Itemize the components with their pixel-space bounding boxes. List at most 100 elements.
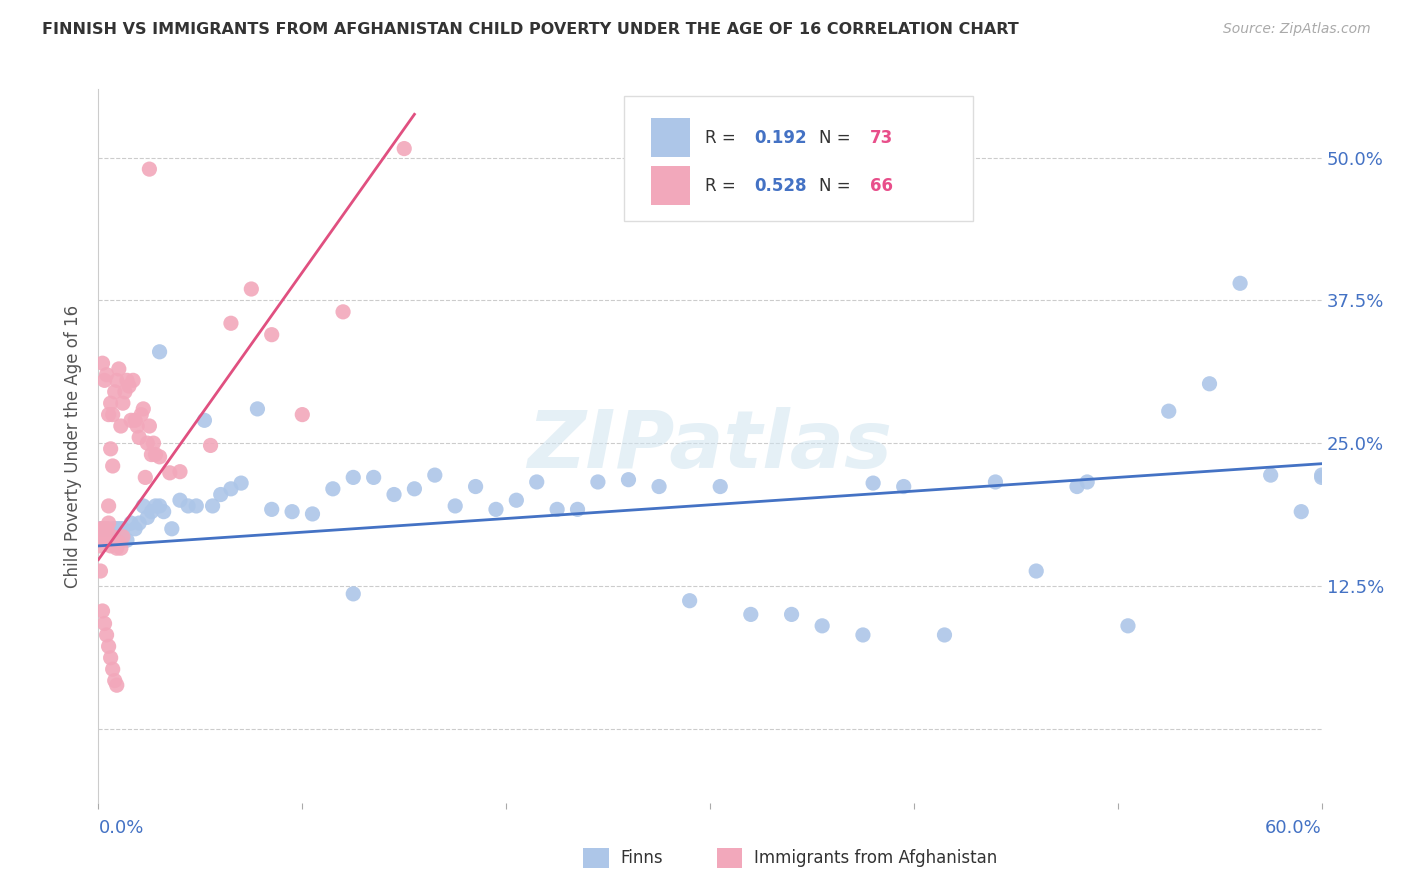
Point bbox=[679, 593, 702, 607]
Point bbox=[104, 673, 127, 688]
Point bbox=[893, 479, 915, 493]
Text: Immigrants from Afghanistan: Immigrants from Afghanistan bbox=[754, 849, 997, 867]
Point bbox=[1260, 468, 1282, 483]
Point bbox=[984, 475, 1007, 489]
Point bbox=[111, 396, 134, 410]
Point bbox=[127, 419, 149, 434]
Point bbox=[1076, 475, 1098, 489]
Point bbox=[91, 533, 114, 548]
Point bbox=[115, 373, 138, 387]
Point bbox=[740, 607, 762, 622]
Point bbox=[118, 379, 141, 393]
Point bbox=[128, 430, 150, 444]
Point bbox=[104, 522, 127, 536]
Point bbox=[260, 502, 283, 516]
Point bbox=[1291, 505, 1313, 519]
Point bbox=[110, 419, 132, 434]
Text: 66: 66 bbox=[870, 177, 893, 194]
Text: 0.0%: 0.0% bbox=[98, 819, 143, 837]
Point bbox=[138, 419, 160, 434]
Point bbox=[115, 533, 138, 548]
Point bbox=[136, 510, 159, 524]
Point bbox=[124, 413, 146, 427]
Point bbox=[149, 499, 172, 513]
Point bbox=[89, 522, 111, 536]
Point bbox=[93, 522, 115, 536]
Point bbox=[1198, 376, 1220, 391]
Point bbox=[124, 522, 146, 536]
Point bbox=[132, 401, 155, 416]
Point bbox=[200, 438, 222, 452]
Point bbox=[141, 448, 163, 462]
Point bbox=[811, 619, 834, 633]
Point bbox=[145, 448, 167, 462]
Point bbox=[586, 475, 609, 489]
Point bbox=[120, 516, 142, 530]
Point bbox=[567, 502, 589, 516]
Point bbox=[709, 479, 731, 493]
Point bbox=[160, 522, 183, 536]
Point bbox=[159, 466, 181, 480]
Point bbox=[193, 413, 215, 427]
Point bbox=[96, 522, 118, 536]
Point bbox=[149, 450, 172, 464]
Point bbox=[332, 305, 354, 319]
Point bbox=[105, 522, 128, 536]
Y-axis label: Child Poverty Under the Age of 16: Child Poverty Under the Age of 16 bbox=[65, 304, 83, 588]
Text: ZIPatlas: ZIPatlas bbox=[527, 407, 893, 485]
Point bbox=[322, 482, 344, 496]
Point bbox=[111, 522, 134, 536]
Point bbox=[134, 470, 156, 484]
Point bbox=[464, 479, 486, 493]
Point bbox=[260, 327, 283, 342]
Point bbox=[136, 436, 159, 450]
Point bbox=[1025, 564, 1047, 578]
Point bbox=[93, 373, 115, 387]
Point bbox=[169, 465, 191, 479]
Point bbox=[129, 408, 152, 422]
Bar bbox=[651, 118, 690, 157]
Text: R =: R = bbox=[706, 177, 741, 194]
Point bbox=[138, 162, 160, 177]
Bar bbox=[651, 166, 690, 205]
Point bbox=[100, 442, 122, 456]
Point bbox=[93, 522, 115, 536]
Point bbox=[219, 316, 242, 330]
Point bbox=[101, 408, 124, 422]
Point bbox=[101, 522, 124, 536]
Point bbox=[382, 487, 405, 501]
Point bbox=[1157, 404, 1180, 418]
Point bbox=[96, 368, 118, 382]
Point bbox=[101, 530, 124, 544]
Point bbox=[1116, 619, 1139, 633]
Point bbox=[363, 470, 385, 484]
Point bbox=[145, 499, 167, 513]
Point bbox=[89, 522, 111, 536]
Point bbox=[142, 436, 165, 450]
Point bbox=[149, 344, 172, 359]
Point bbox=[120, 413, 142, 427]
Point bbox=[110, 541, 132, 556]
Point bbox=[342, 587, 364, 601]
Point bbox=[110, 522, 132, 536]
Point bbox=[108, 362, 131, 376]
Text: Source: ZipAtlas.com: Source: ZipAtlas.com bbox=[1223, 22, 1371, 37]
Point bbox=[101, 662, 124, 676]
Point bbox=[93, 616, 115, 631]
Point bbox=[91, 356, 114, 370]
Point bbox=[934, 628, 956, 642]
FancyBboxPatch shape bbox=[624, 96, 973, 221]
Point bbox=[546, 502, 568, 516]
Point bbox=[342, 470, 364, 484]
Point bbox=[97, 516, 120, 530]
Point bbox=[93, 527, 115, 541]
Text: N =: N = bbox=[818, 177, 856, 194]
Point bbox=[852, 628, 875, 642]
Point bbox=[96, 628, 118, 642]
Point bbox=[100, 396, 122, 410]
Point bbox=[114, 384, 136, 399]
Point bbox=[91, 522, 114, 536]
Point bbox=[97, 522, 120, 536]
Point bbox=[97, 640, 120, 654]
Point bbox=[219, 482, 242, 496]
